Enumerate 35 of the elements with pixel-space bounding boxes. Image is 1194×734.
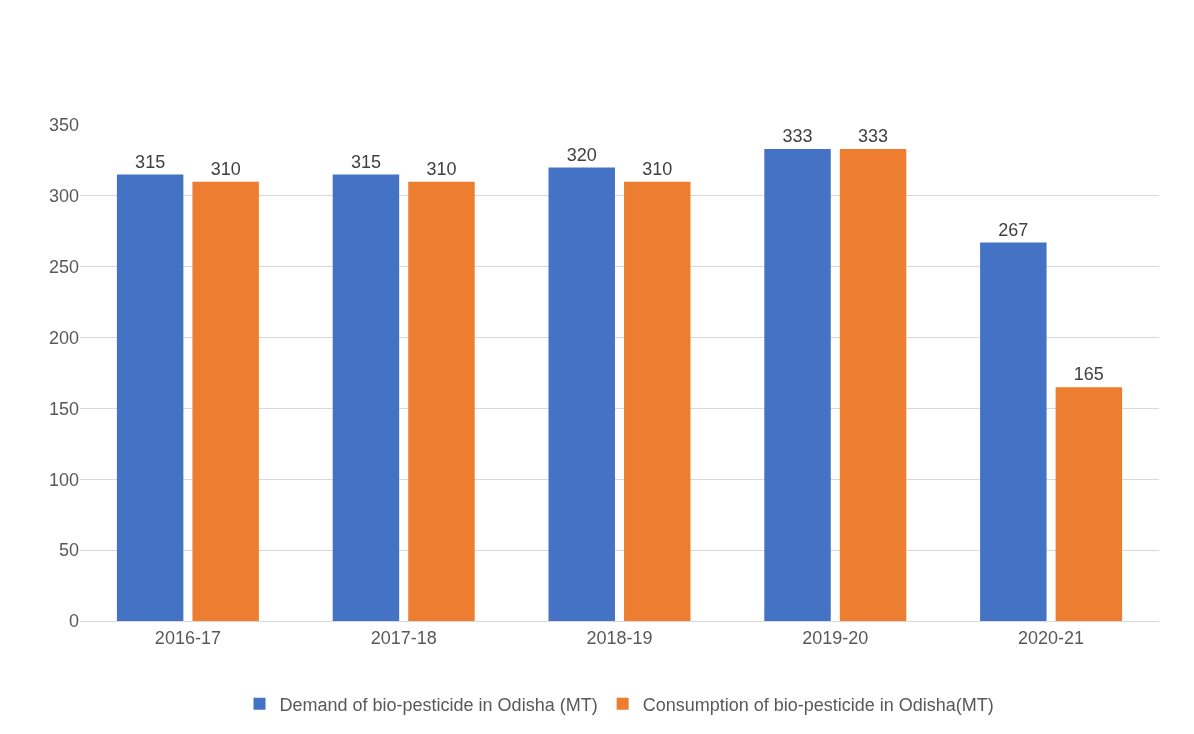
y-tick-label: 200 xyxy=(48,327,79,348)
data-label: 333 xyxy=(858,126,889,147)
y-tick-label: 0 xyxy=(68,611,79,632)
data-label: 267 xyxy=(998,219,1029,240)
x-tick-label: 2016-17 xyxy=(154,627,221,648)
data-label: 333 xyxy=(782,126,813,147)
y-tick-label: 300 xyxy=(48,186,79,207)
data-label: 310 xyxy=(210,158,241,179)
x-tick-label: 2017-18 xyxy=(370,627,437,648)
x-tick-label: 2018-19 xyxy=(586,627,653,648)
legend-label: Consumption of bio-pesticide in Odisha(MT) xyxy=(642,694,994,715)
bar xyxy=(548,167,615,621)
y-tick-label: 100 xyxy=(48,469,79,490)
x-tick-label: 2019-20 xyxy=(802,627,869,648)
data-label: 315 xyxy=(135,151,166,172)
legend-label: Demand of bio-pesticide in Odisha (MT) xyxy=(279,694,598,715)
bar xyxy=(192,181,259,621)
bar xyxy=(1055,387,1123,621)
y-tick-label: 250 xyxy=(48,257,79,278)
x-tick-label: 2020-21 xyxy=(1018,627,1085,648)
data-label: 165 xyxy=(1073,364,1104,385)
bar xyxy=(408,181,475,621)
data-label: 315 xyxy=(350,151,381,172)
bar xyxy=(839,149,907,621)
y-tick-label: 150 xyxy=(48,398,79,419)
bar xyxy=(624,181,691,621)
bar xyxy=(116,174,184,621)
data-label: 310 xyxy=(426,158,457,179)
y-tick-label: 50 xyxy=(58,540,79,561)
y-tick-label: 350 xyxy=(48,115,79,136)
data-label: 310 xyxy=(642,158,673,179)
bar xyxy=(764,149,831,621)
bar xyxy=(980,242,1047,621)
data-label: 320 xyxy=(566,144,597,165)
bar xyxy=(332,174,400,621)
